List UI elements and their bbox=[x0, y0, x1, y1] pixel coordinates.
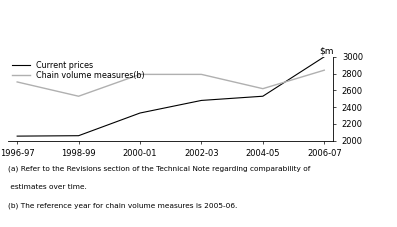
Legend: Current prices, Chain volume measures(b): Current prices, Chain volume measures(b) bbox=[12, 61, 145, 80]
Current prices bbox=[138, 112, 143, 114]
Chain volume measures(b) bbox=[76, 95, 81, 98]
Current prices bbox=[15, 135, 19, 138]
Chain volume measures(b) bbox=[322, 69, 327, 72]
Chain volume measures(b) bbox=[260, 87, 265, 90]
Text: estimates over time.: estimates over time. bbox=[8, 184, 87, 190]
Text: (a) Refer to the Revisions section of the Technical Note regarding comparability: (a) Refer to the Revisions section of th… bbox=[8, 166, 310, 172]
Text: (b) The reference year for chain volume measures is 2005-06.: (b) The reference year for chain volume … bbox=[8, 202, 237, 209]
Chain volume measures(b) bbox=[15, 81, 19, 83]
Chain volume measures(b) bbox=[199, 73, 204, 76]
Current prices bbox=[260, 95, 265, 98]
Current prices bbox=[76, 134, 81, 137]
Line: Current prices: Current prices bbox=[17, 57, 324, 136]
Current prices bbox=[322, 55, 327, 58]
Chain volume measures(b) bbox=[138, 73, 143, 76]
Line: Chain volume measures(b): Chain volume measures(b) bbox=[17, 70, 324, 96]
Text: $m: $m bbox=[319, 47, 333, 56]
Current prices bbox=[199, 99, 204, 102]
